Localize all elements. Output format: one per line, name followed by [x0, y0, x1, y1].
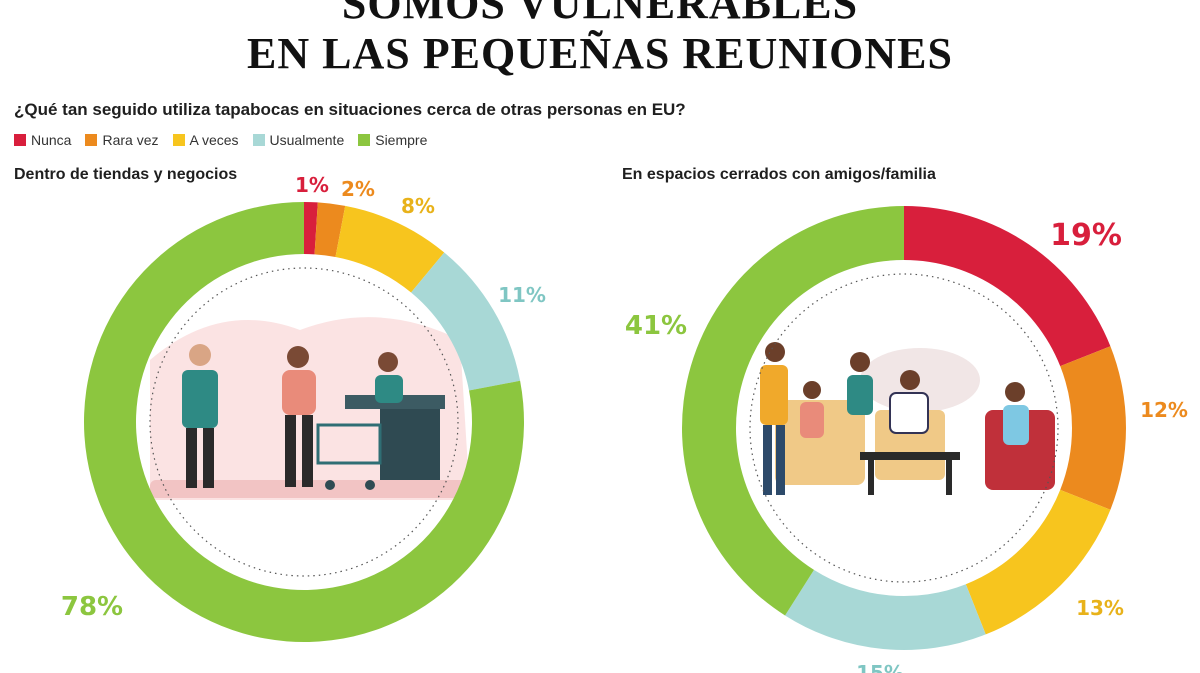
- legend-label-a-veces: A veces: [189, 132, 239, 148]
- slice-stores-nunca: [304, 202, 318, 255]
- legend-item-nunca: Nunca: [14, 132, 71, 148]
- slice-friends-usualmente: [785, 569, 986, 651]
- legend-swatch-rara-vez: [85, 134, 98, 146]
- slice-friends-nunca: [904, 206, 1111, 367]
- label-stores-siempre: 78%: [61, 592, 123, 622]
- label-stores-usualmente: 11%: [498, 283, 546, 307]
- label-friends-a-veces: 13%: [1076, 596, 1124, 620]
- store-illustration: [150, 317, 470, 500]
- legend-label-rara-vez: Rara vez: [102, 132, 159, 148]
- legend-swatch-nunca: [14, 134, 26, 146]
- title-line-2: EN LAS PEQUEÑAS REUNIONES: [247, 29, 953, 78]
- label-friends-rara-vez: 12%: [1140, 398, 1188, 422]
- inner-dotted-ring-friends: [749, 273, 1059, 583]
- chart-title-stores: Dentro de tiendas y negocios: [14, 166, 238, 183]
- legend-item-usualmente: Usualmente: [252, 132, 345, 148]
- slice-stores-usualmente: [411, 252, 521, 391]
- legend-swatch-siempre: [358, 134, 371, 146]
- label-stores-nunca: 1%: [295, 173, 329, 197]
- label-friends-usualmente: 15%: [856, 661, 904, 673]
- legend-label-siempre: Siempre: [375, 132, 428, 148]
- inner-dotted-ring-stores: [149, 267, 459, 577]
- label-friends-siempre: 41%: [625, 311, 687, 341]
- survey-question: ¿Qué tan seguido utiliza tapabocas en si…: [14, 100, 686, 119]
- legend: Nunca Rara vez A veces Usualmente Siempr…: [14, 132, 427, 148]
- legend-item-a-veces: A veces: [172, 132, 239, 148]
- legend-item-rara-vez: Rara vez: [85, 132, 159, 148]
- slice-stores-a-veces: [335, 205, 445, 293]
- legend-swatch-a-veces: [172, 134, 185, 146]
- label-stores-a-veces: 8%: [401, 194, 435, 218]
- slice-friends-a-veces: [965, 489, 1111, 635]
- label-friends-nunca: 19%: [1050, 218, 1122, 253]
- living-room-illustration: [760, 342, 1055, 495]
- label-stores-rara-vez: 2%: [341, 177, 375, 201]
- legend-swatch-usualmente: [252, 134, 265, 146]
- legend-label-nunca: Nunca: [31, 132, 72, 148]
- slice-stores-rara-vez: [314, 202, 346, 257]
- legend-item-siempre: Siempre: [358, 132, 427, 148]
- slice-friends-rara-vez: [1060, 346, 1126, 510]
- title-line-1: SOMOS VULNERABLES: [341, 0, 859, 28]
- legend-label-usualmente: Usualmente: [269, 132, 345, 148]
- chart-title-friends: En espacios cerrados con amigos/familia: [622, 166, 936, 183]
- slice-friends-siempre: [681, 206, 904, 616]
